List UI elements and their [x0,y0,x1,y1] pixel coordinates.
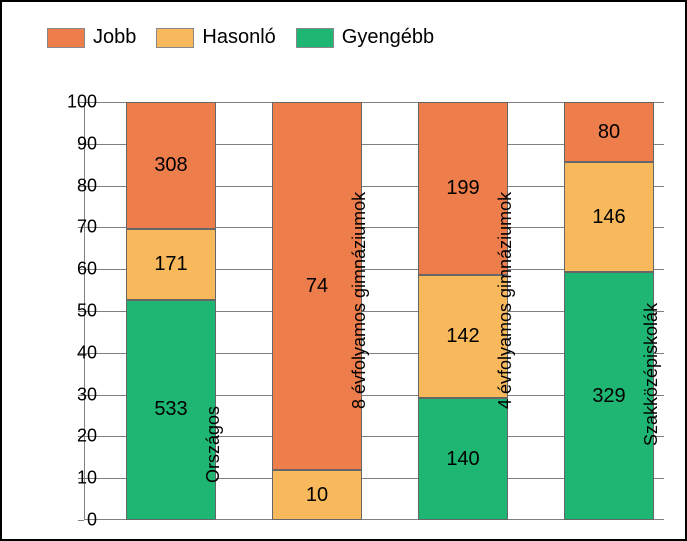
y-tick-label: 60 [47,259,97,280]
legend-label-hasonlo: Hasonló [202,26,275,49]
segment-value: 140 [446,448,479,471]
segment-value: 142 [446,325,479,348]
y-tick-label: 0 [47,510,97,531]
legend-swatch-hasonlo [156,28,194,48]
segment-value: 171 [154,253,187,276]
segment-value: 146 [592,206,625,229]
legend-item-gyengebb: Gyengébb [296,26,434,49]
legend-swatch-jobb [47,28,85,48]
segment-value: 308 [154,154,187,177]
y-tick-label: 30 [47,384,97,405]
y-tick-label: 50 [47,301,97,322]
legend-label-jobb: Jobb [93,26,136,49]
category-label: Szakközépiskolák [641,303,662,446]
category-label: 4 évfolyamos gimnáziumok [495,192,516,409]
y-tick-label: 20 [47,426,97,447]
y-tick-label: 100 [47,92,97,113]
category-label: Országos [203,406,224,483]
legend-swatch-gyengebb [296,28,334,48]
legend-item-jobb: Jobb [47,26,136,49]
bar-segment: 140 [418,398,508,520]
plot-area: 533 171 308 10 74 140 142 199 329 146 80 Országos 8… [84,102,664,520]
y-tick-label: 80 [47,175,97,196]
segment-value: 10 [306,484,328,507]
legend-item-hasonlo: Hasonló [156,26,275,49]
y-tick-label: 90 [47,133,97,154]
legend-label-gyengebb: Gyengébb [342,26,434,49]
segment-value: 329 [592,385,625,408]
bar-segment: 10 [272,470,362,520]
segment-value: 74 [306,275,328,298]
bar-segment: 308 [126,102,216,229]
y-tick-label: 40 [47,342,97,363]
segment-value: 199 [446,177,479,200]
legend: Jobb Hasonló Gyengébb [47,26,434,49]
bar-segment: 171 [126,229,216,300]
chart-container: Jobb Hasonló Gyengébb 533 171 308 10 74 140 14… [0,0,687,541]
category-label: 8 évfolyamos gimnáziumok [349,192,370,409]
bar-segment: 146 [564,162,654,272]
bars: 533 171 308 10 74 140 142 199 329 146 80 [84,102,664,520]
y-tick-label: 70 [47,217,97,238]
segment-value: 80 [598,121,620,144]
segment-value: 533 [154,398,187,421]
y-tick-label: 10 [47,468,97,489]
bar-segment: 80 [564,102,654,162]
